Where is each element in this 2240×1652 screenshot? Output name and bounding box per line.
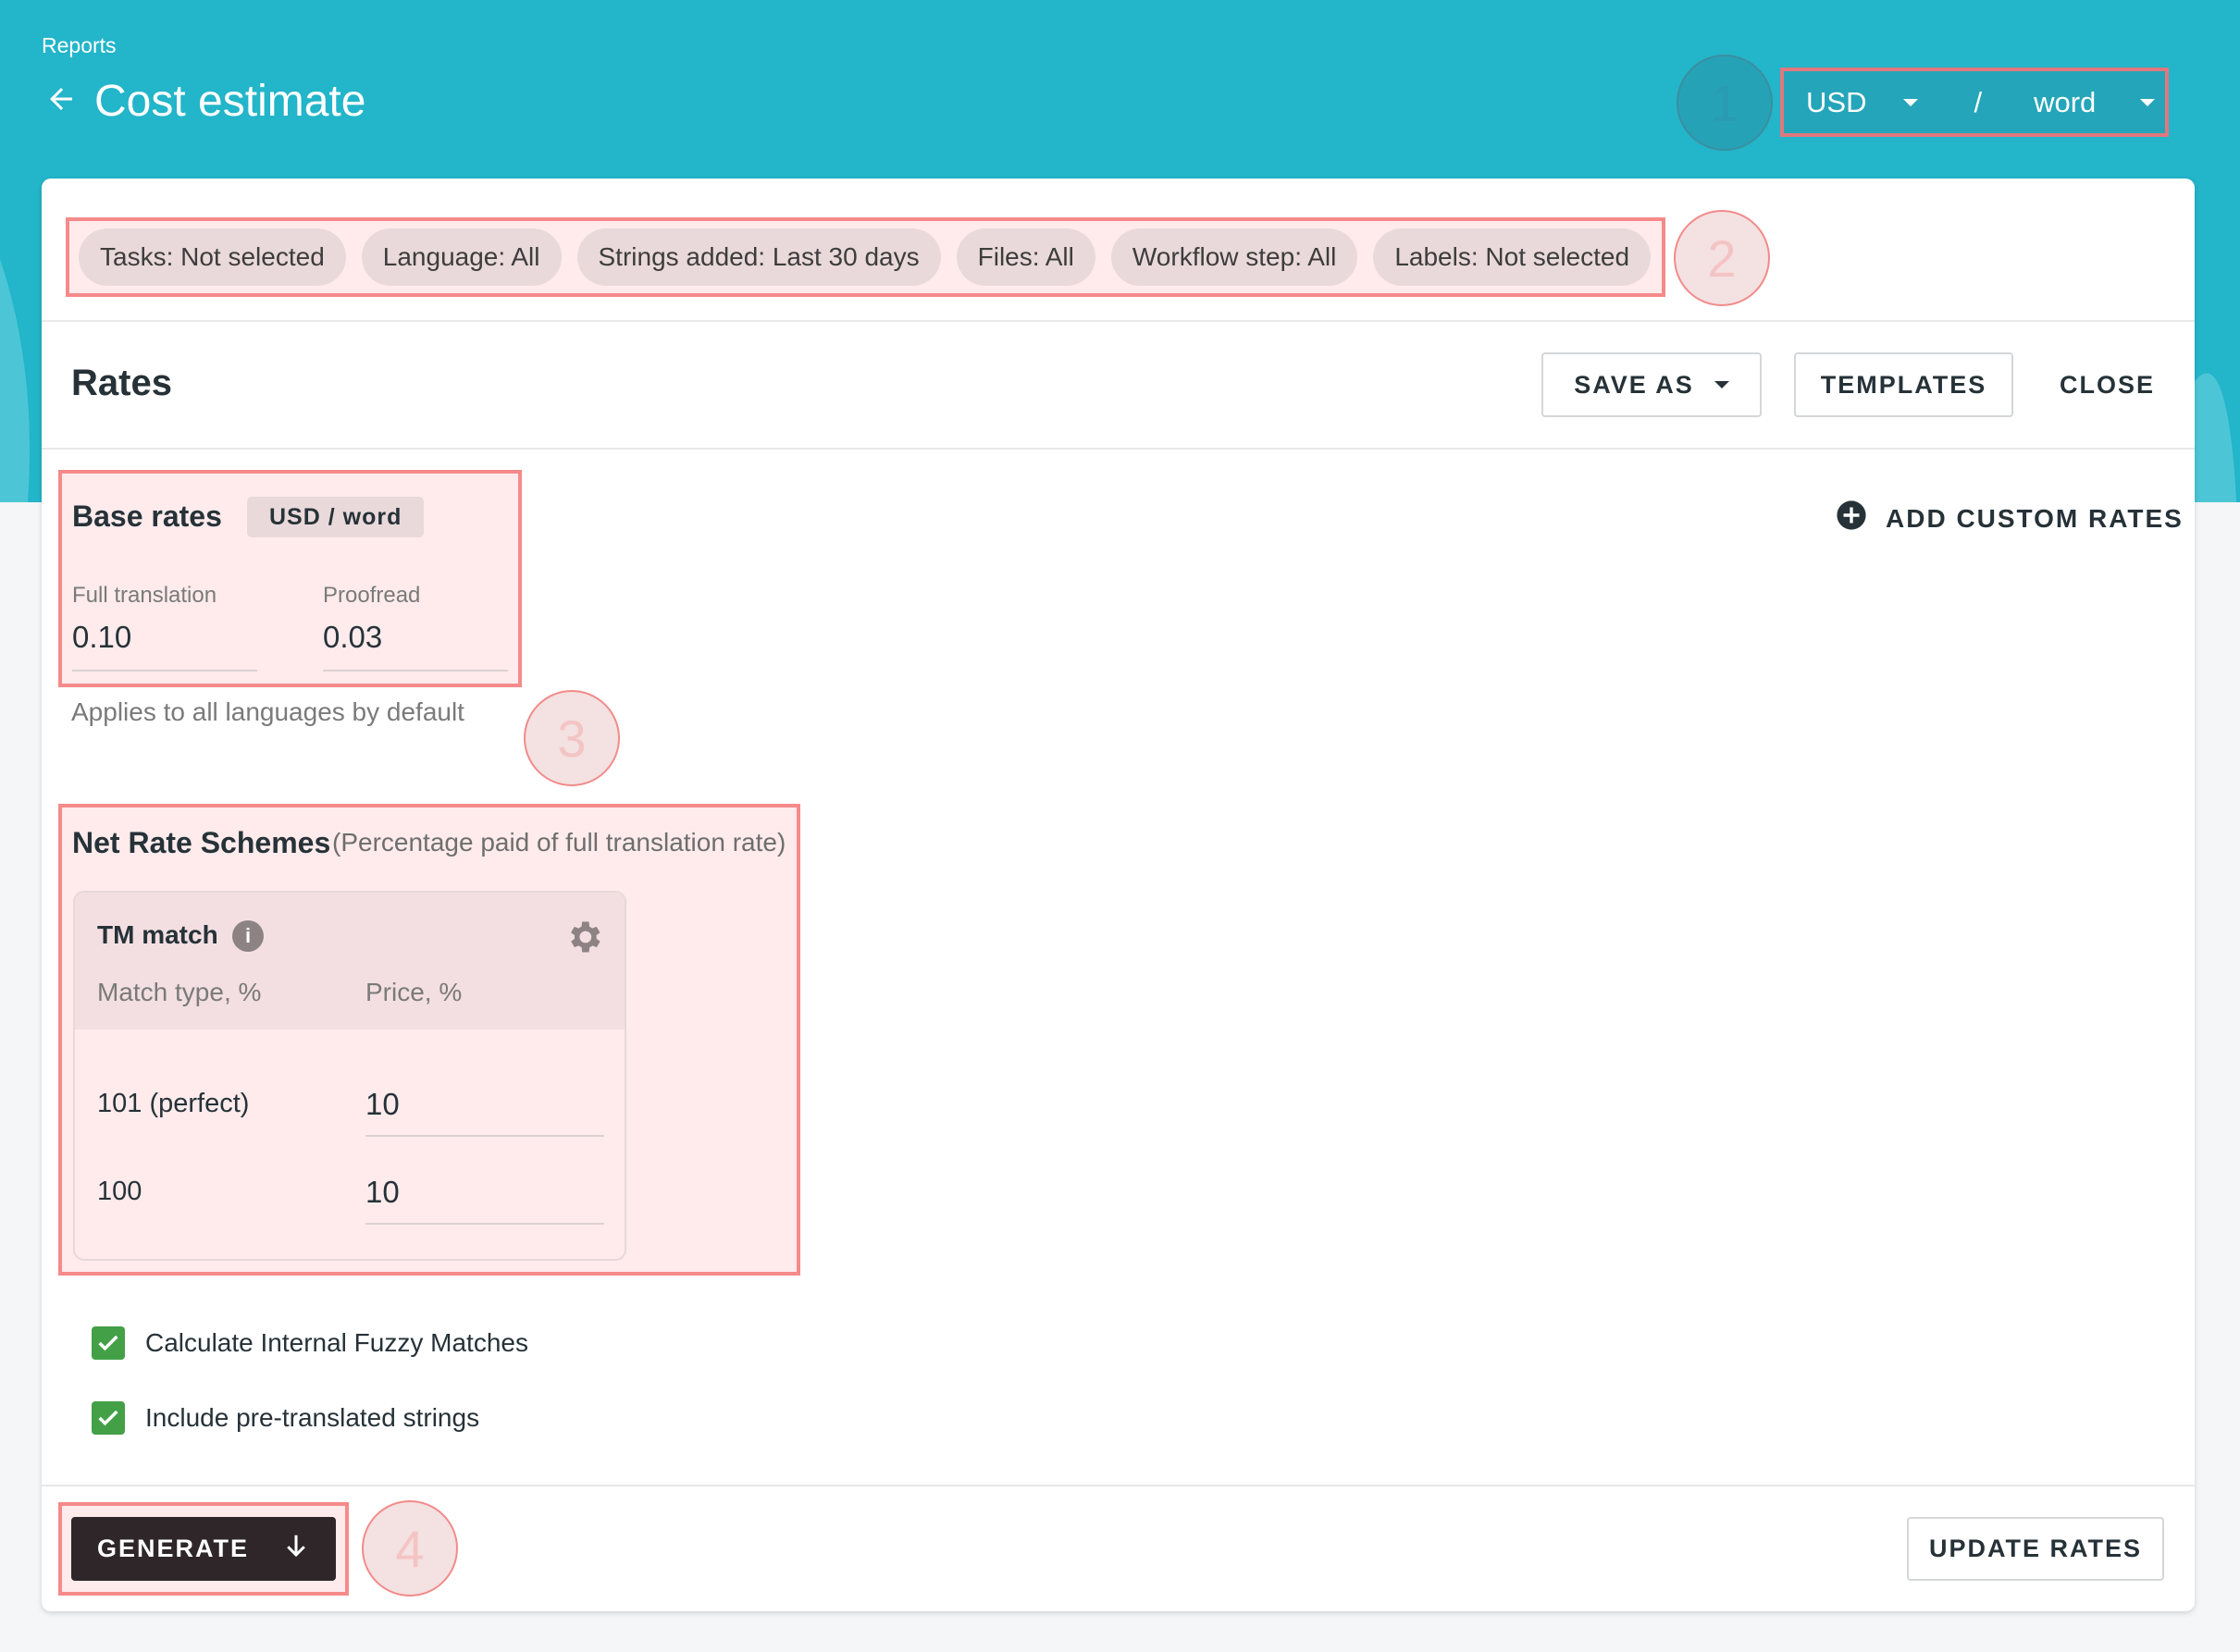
gear-icon[interactable] <box>563 917 604 962</box>
unit-dropdown-icon[interactable] <box>2140 98 2156 106</box>
page-title-text: Cost estimate <box>94 77 366 126</box>
close-button[interactable]: CLOSE <box>2049 352 2165 417</box>
divider <box>42 448 2195 450</box>
option-label: Include pre-translated strings <box>145 1403 480 1432</box>
currency-dropdown-icon[interactable] <box>1903 98 1919 106</box>
plus-circle-icon <box>1836 499 1867 537</box>
arrow-down-icon <box>282 1532 310 1566</box>
unit-separator: / <box>1974 85 1983 118</box>
full-translation-label: Full translation <box>72 583 217 608</box>
checkbox-checked-icon[interactable] <box>92 1401 125 1435</box>
filter-chip-language[interactable]: Language: All <box>361 228 562 286</box>
unit-select[interactable]: word <box>2034 85 2097 118</box>
generate-button[interactable]: GENERATE <box>71 1517 336 1581</box>
proofread-input[interactable]: 0.03 <box>323 620 383 654</box>
price-input[interactable]: 10 <box>365 1087 400 1121</box>
option-pre-translated[interactable]: Include pre-translated strings <box>92 1401 479 1435</box>
filter-chip-labels[interactable]: Labels: Not selected <box>1373 228 1652 286</box>
breadcrumb-reports[interactable]: Reports <box>42 33 117 57</box>
net-rate-subtitle: (Percentage paid of full translation rat… <box>332 828 786 857</box>
match-type-column-header: Match type, % <box>97 978 262 1006</box>
add-custom-rates-button[interactable]: ADD CUSTOM RATES <box>1836 499 2184 537</box>
proofread-label: Proofread <box>323 583 421 608</box>
tm-match-title: TM match <box>97 920 218 949</box>
base-rates-title: Base rates <box>72 499 222 533</box>
base-rates-section: Base rates USD / word Full translation 0… <box>58 470 522 687</box>
price-column-header: Price, % <box>365 978 463 1006</box>
filter-chip-strings-added[interactable]: Strings added: Last 30 days <box>576 228 941 286</box>
templates-button[interactable]: TEMPLATES <box>1794 352 2013 417</box>
annotation-3: 3 <box>524 690 620 786</box>
info-icon[interactable]: i <box>232 920 264 952</box>
chevron-down-icon <box>1714 381 1729 388</box>
currency-select[interactable]: USD <box>1806 85 1867 118</box>
input-underline <box>323 670 508 672</box>
rates-title: Rates <box>71 363 172 403</box>
input-underline <box>365 1135 604 1137</box>
tm-match-card: TM match i Match type, % Price, % 101 (p… <box>73 891 626 1261</box>
option-label: Calculate Internal Fuzzy Matches <box>145 1328 528 1357</box>
price-input[interactable]: 10 <box>365 1175 400 1209</box>
annotation-1: 1 <box>1677 55 1773 151</box>
filter-chips: Tasks: Not selected Language: All String… <box>66 217 1665 297</box>
option-internal-fuzzy[interactable]: Calculate Internal Fuzzy Matches <box>92 1326 528 1360</box>
full-translation-input[interactable]: 0.10 <box>72 620 132 654</box>
unit-selector: USD / word <box>1780 68 2169 137</box>
generate-label: GENERATE <box>96 1535 249 1562</box>
divider <box>42 320 2195 322</box>
annotation-4: 4 <box>362 1500 458 1597</box>
save-as-label: SAVE AS <box>1574 370 1694 399</box>
filter-chip-files[interactable]: Files: All <box>956 228 1095 286</box>
input-underline <box>72 670 257 672</box>
filter-chip-tasks[interactable]: Tasks: Not selected <box>79 228 346 286</box>
net-rate-title: Net Rate Schemes <box>72 826 331 859</box>
checkbox-checked-icon[interactable] <box>92 1326 125 1360</box>
page-title: Cost estimate <box>44 76 365 127</box>
save-as-button[interactable]: SAVE AS <box>1541 352 1762 417</box>
annotation-2: 2 <box>1674 210 1770 306</box>
tm-match-header <box>75 893 625 1029</box>
back-arrow-icon[interactable] <box>44 76 78 127</box>
filter-chip-workflow-step[interactable]: Workflow step: All <box>1110 228 1358 286</box>
base-rates-note: Applies to all languages by default <box>71 697 464 726</box>
update-rates-button[interactable]: UPDATE RATES <box>1907 1517 2164 1581</box>
input-underline <box>365 1223 604 1225</box>
unit-badge: USD / word <box>247 497 425 537</box>
add-custom-rates-label: ADD CUSTOM RATES <box>1886 503 2184 533</box>
net-rate-schemes-section: Net Rate Schemes (Percentage paid of ful… <box>58 804 800 1276</box>
divider <box>42 1485 2195 1486</box>
match-type-cell: 101 (perfect) <box>97 1089 250 1118</box>
match-type-cell: 100 <box>97 1177 142 1206</box>
